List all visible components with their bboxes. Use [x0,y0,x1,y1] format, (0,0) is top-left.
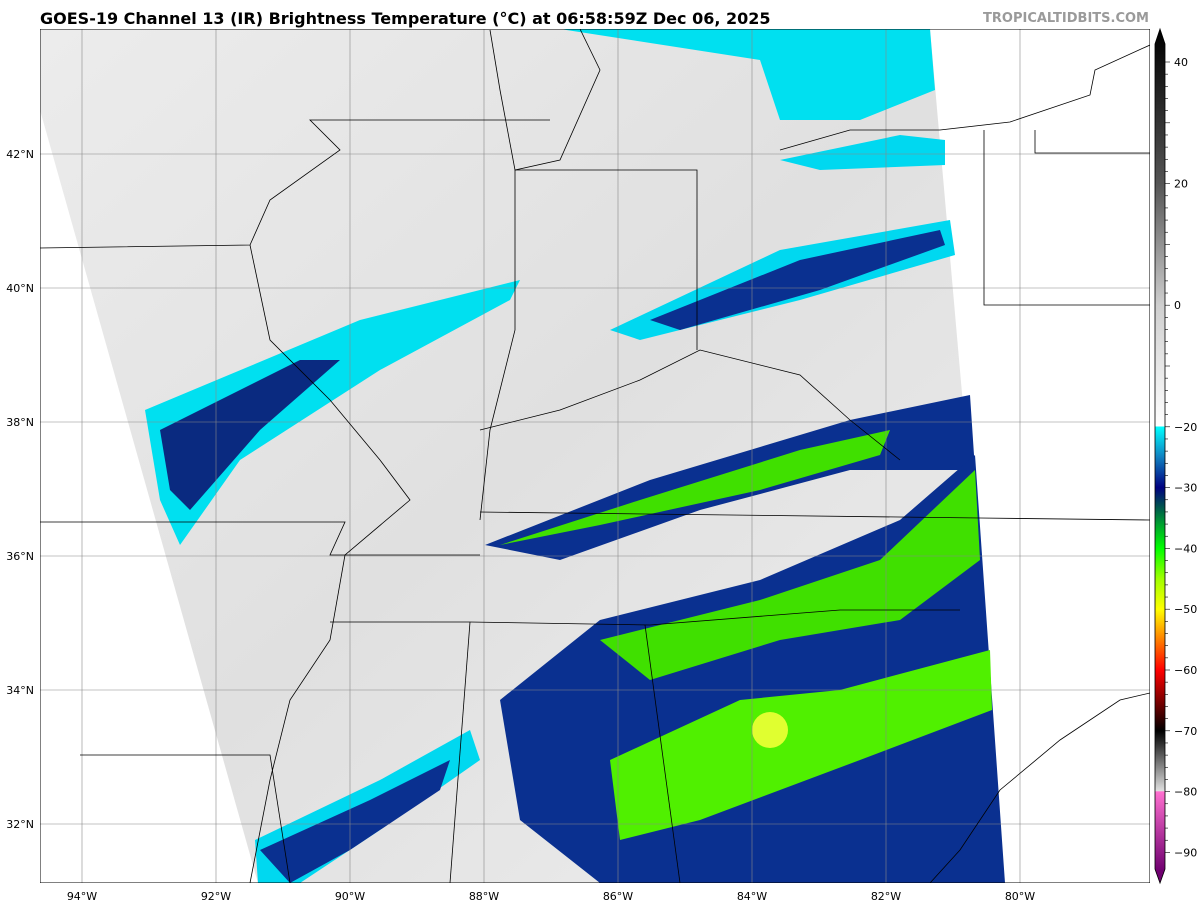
coastline [929,692,1150,883]
colorbar-label: −20 [1174,421,1197,434]
colorbar-label: −30 [1174,482,1197,495]
coastline [779,44,1150,151]
colorbar-label: −50 [1174,603,1197,616]
lat-label: 32°N [6,818,34,831]
lat-label: 40°N [6,282,34,295]
state-line [479,511,1150,521]
lon-label: 82°W [871,890,901,903]
map-area [40,29,1150,883]
site-credit: TROPICALTIDBITS.COM [983,11,1149,26]
cloud-band-central-green [500,430,890,545]
colorbar-label: −40 [1174,542,1197,555]
cloud-bands [145,29,1005,883]
cloud-band-south-green2 [610,650,992,840]
cloud-band-south-green [600,470,980,680]
longitude-labels: 94°W 92°W 90°W 88°W 86°W 84°W 82°W 80°W [67,890,1035,903]
cold-cloud-top [752,712,788,748]
lon-label: 86°W [603,890,633,903]
state-line [983,130,1150,306]
state-line [330,609,960,626]
colorbar-label: −90 [1174,846,1197,859]
cloud-band-top [560,29,935,120]
river [249,244,411,883]
coastline [489,29,601,171]
lon-label: 90°W [335,890,365,903]
boundaries [40,29,1150,883]
colorbar-label: −80 [1174,786,1197,799]
colorbar-label: −70 [1174,725,1197,738]
cloud-band-sw-core [260,760,450,883]
state-line [40,119,550,249]
state-line [515,169,698,350]
colorbar-ticks: 40 20 0 −20 −30 −40 −50 −60 −70 −80 −90 [1165,56,1197,859]
cloud-band-north-core [650,230,945,330]
lat-label: 38°N [6,416,34,429]
cloud-band-lakes [780,135,945,170]
state-line [479,170,516,521]
state-line [1034,130,1150,154]
state-line [449,621,471,883]
colorbar-label: 40 [1174,56,1188,69]
state-line [80,754,291,883]
lat-label: 34°N [6,684,34,697]
latitude-labels: 42°N 40°N 38°N 36°N 34°N 32°N [6,148,34,831]
state-line [40,521,480,556]
lat-label: 36°N [6,550,34,563]
graticule [40,29,1150,883]
lat-label: 42°N [6,148,34,161]
colorbar: 40 20 0 −20 −30 −40 −50 −60 −70 −80 −90 [1154,27,1197,885]
lon-label: 84°W [737,890,767,903]
lon-label: 88°W [469,890,499,903]
colorbar-label: 0 [1174,299,1181,312]
river [479,349,901,461]
lon-label: 80°W [1005,890,1035,903]
lon-label: 92°W [201,890,231,903]
chart-title: GOES-19 Channel 13 (IR) Brightness Tempe… [40,9,771,28]
colorbar-bar [1154,27,1166,885]
colorbar-label: −60 [1174,664,1197,677]
colorbar-label: 20 [1174,178,1188,191]
state-line [644,624,681,883]
lon-label: 94°W [67,890,97,903]
cloud-band-nw-core [160,360,340,510]
